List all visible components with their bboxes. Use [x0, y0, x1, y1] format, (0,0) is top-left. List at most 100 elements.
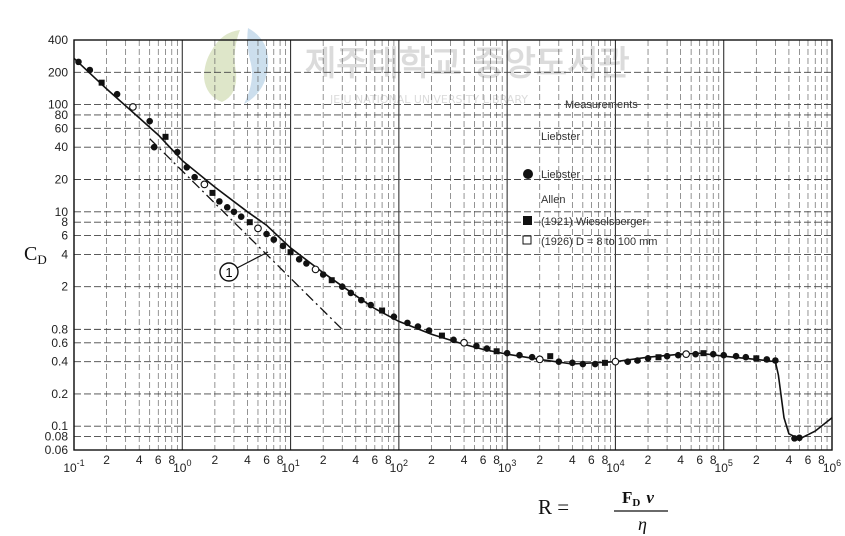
data-marker-filled [516, 351, 523, 359]
y-tick-label: 2 [61, 280, 68, 294]
y-tick-label: 0.08 [45, 430, 69, 444]
y-tick-label: 8 [61, 215, 68, 229]
x-minor-tick-label: 6 [588, 453, 595, 467]
x-minor-tick-label: 6 [263, 453, 270, 467]
y-tick-label: 6 [61, 229, 68, 243]
data-marker-filled [796, 434, 803, 442]
data-marker-square [209, 189, 216, 196]
data-marker-filled [591, 360, 599, 368]
y-axis-title: CD [24, 243, 47, 267]
x-minor-tick-label: 2 [536, 453, 543, 467]
x-minor-tick-label: 4 [569, 453, 576, 467]
x-minor-tick-label: 4 [786, 453, 793, 467]
annotation-circle [219, 262, 239, 282]
y-axis-title-main: C [24, 243, 37, 265]
y-tick-label: 200 [48, 65, 68, 79]
data-marker-filled [223, 204, 231, 211]
svg-text:CD: CD [24, 243, 47, 267]
legend-marker-filled-circle [523, 169, 533, 179]
formula-numerator-sub: D [632, 497, 640, 509]
data-marker-filled [150, 143, 158, 151]
x-minor-tick-label: 8 [818, 453, 825, 467]
data-marker-open [311, 265, 320, 274]
data-marker-filled [763, 356, 771, 363]
x-minor-tick-label: 2 [753, 453, 760, 467]
data-marker-filled [450, 336, 457, 344]
data-marker-filled [644, 354, 652, 362]
plot-frame [73, 39, 833, 451]
x-major-tick-label: 106 [823, 458, 841, 475]
data-marker-filled [237, 213, 245, 220]
data-marker-filled [358, 296, 365, 304]
x-minor-tick-label: 8 [602, 453, 609, 467]
data-marker-square [379, 307, 386, 314]
data-marker-filled [146, 117, 153, 125]
data-marker-filled [113, 90, 121, 98]
y-tick-label: 100 [48, 98, 68, 112]
legend-entry-text: Liebster [541, 131, 580, 143]
legend-entry-text: (1926) D = 8 to 100 mm [541, 236, 657, 248]
legend-entry-text: Allen [541, 194, 565, 206]
data-marker-open [535, 355, 544, 364]
x-minor-tick-label: 6 [371, 453, 378, 467]
x-minor-tick-label: 2 [645, 453, 652, 467]
y-tick-label: 4 [61, 247, 68, 261]
x-minor-tick-label: 6 [696, 453, 703, 467]
y-tick-label: 0.06 [45, 443, 69, 457]
x-minor-tick-label: 8 [710, 453, 717, 467]
legend-marker-filled-square [523, 216, 532, 225]
data-marker-filled [183, 163, 191, 171]
plot-border [73, 39, 833, 451]
annotation-label: 1 [225, 265, 232, 280]
x-major-tick-label: 104 [606, 458, 624, 475]
data-marker-filled [347, 289, 355, 297]
data-marker-filled [174, 148, 181, 156]
data-marker-square [98, 79, 105, 86]
data-marker-filled [720, 351, 728, 359]
x-minor-tick-label: 6 [480, 453, 487, 467]
y-tick-label: 0.1 [51, 419, 68, 433]
x-minor-tick-label: 4 [677, 453, 684, 467]
x-minor-tick-label: 2 [212, 453, 219, 467]
x-major-tick-label: 103 [498, 458, 516, 475]
data-marker-filled [579, 360, 587, 368]
data-marker-filled [270, 236, 278, 243]
data-marker-filled [390, 313, 398, 321]
tick-labels: 400200100806040201086420.80.60.40.20.10.… [45, 33, 842, 475]
data-marker-square [655, 354, 662, 361]
data-marker-filled [674, 351, 682, 359]
x-minor-tick-label: 8 [277, 453, 284, 467]
data-marker-filled [295, 256, 303, 263]
grid [73, 39, 833, 451]
data-marker-filled [528, 353, 536, 361]
y-tick-label: 0.6 [51, 336, 68, 350]
data-marker-square [328, 277, 335, 284]
data-marker-filled [624, 358, 632, 365]
y-tick-label: 0.2 [51, 387, 68, 401]
x-minor-tick-label: 2 [428, 453, 435, 467]
data-marker-filled [216, 198, 223, 205]
x-minor-tick-label: 8 [385, 453, 392, 467]
formula-numerator: F [622, 488, 632, 507]
y-tick-label: 60 [55, 121, 69, 135]
data-marker-filled [634, 357, 641, 364]
data-marker-square [162, 133, 169, 140]
legend: Measurements Liebster Liebster Allen (1921)… [522, 99, 657, 248]
formula-denominator: η [638, 514, 647, 534]
data-marker-filled [742, 353, 750, 361]
x-major-tick-label: 101 [281, 458, 299, 475]
library-logo [204, 28, 269, 104]
data-marker-square [601, 359, 608, 366]
x-minor-tick-label: 6 [805, 453, 812, 467]
x-minor-tick-label: 4 [461, 453, 468, 467]
x-major-tick-label: 105 [715, 458, 733, 475]
data-marker-filled [279, 242, 287, 250]
data-marker-filled [569, 359, 576, 367]
y-tick-label: 0.4 [51, 355, 68, 369]
data-marker-filled [414, 323, 422, 330]
data-marker-open [611, 357, 620, 366]
data-marker-filled [483, 345, 491, 352]
svg-text:FDv: FD v [622, 488, 654, 509]
data-marker-filled [663, 352, 671, 360]
data-marker-filled [503, 349, 511, 357]
